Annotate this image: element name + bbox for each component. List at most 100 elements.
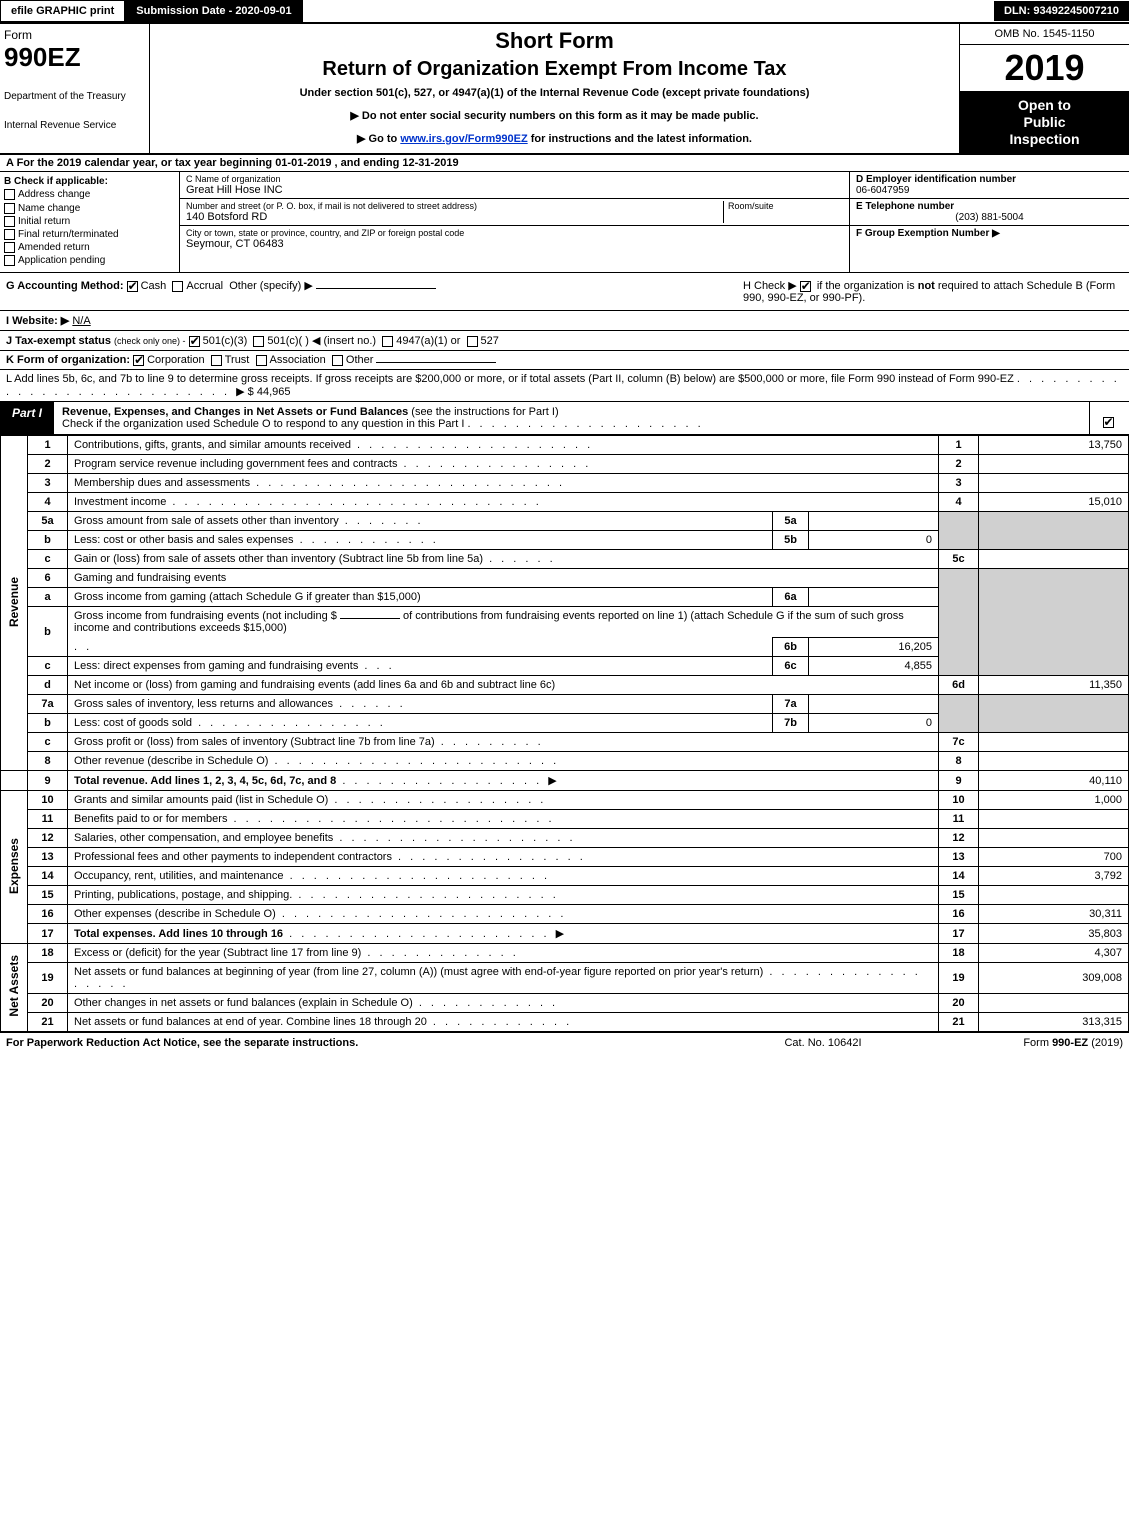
chk-accrual[interactable] [172,281,183,292]
section-h: H Check ▶ if the organization is not req… [743,279,1123,304]
line-6d-num: d [28,676,68,695]
line-10-num: 10 [28,791,68,810]
line-16-desc: Other expenses (describe in Schedule O) … [68,905,939,924]
line-5a-num: 5a [28,512,68,531]
inspection-line2: Public [1023,114,1065,130]
irs-label: Internal Revenue Service [4,120,145,131]
line-13-col: 13 [939,848,979,867]
line-3-col: 3 [939,474,979,493]
line-7b-num: b [28,714,68,733]
line-10-desc: Grants and similar amounts paid (list in… [68,791,939,810]
line-12-val [979,829,1129,848]
shade-6v [979,569,1129,676]
shade-7v [979,695,1129,733]
other-specify-input[interactable] [316,288,436,289]
netassets-side-label: Net Assets [1,944,28,1032]
part1-subtitle: Check if the organization used Schedule … [62,418,464,430]
line-17-col: 17 [939,924,979,944]
line-6a-subval [809,588,939,607]
chk-schedule-b[interactable] [800,281,811,292]
short-form-title: Short Form [158,28,951,54]
chk-527[interactable] [467,336,478,347]
opt-other: Other (specify) ▶ [229,280,313,292]
paperwork-notice: For Paperwork Reduction Act Notice, see … [6,1037,723,1049]
line-18-num: 18 [28,944,68,963]
tax-exempt-note: (check only one) - [114,336,186,346]
room-cell: Room/suite [723,201,843,223]
line-7c-col: 7c [939,733,979,752]
line-6d-col: 6d [939,676,979,695]
line-5b-sub: 5b [773,531,809,550]
line-11-val [979,810,1129,829]
opt-501c: 501(c)( ) ◀ (insert no.) [267,335,376,347]
phone-label: E Telephone number [856,201,1123,212]
chk-name-change[interactable]: Name change [4,203,175,214]
other-org-input[interactable] [376,362,496,363]
tax-year: 2019 [960,45,1129,91]
chk-4947[interactable] [382,336,393,347]
line-4-num: 4 [28,493,68,512]
line-13-num: 13 [28,848,68,867]
chk-address-change[interactable]: Address change [4,189,175,200]
line-1-desc: Contributions, gifts, grants, and simila… [68,436,939,455]
line-13-val: 700 [979,848,1129,867]
line-11-col: 11 [939,810,979,829]
line-12-num: 12 [28,829,68,848]
org-name: Great Hill Hose INC [186,184,843,196]
line-13-desc: Professional fees and other payments to … [68,848,939,867]
chk-amended-return[interactable]: Amended return [4,242,175,253]
line-5b-num: b [28,531,68,550]
form-header: Form 990EZ Department of the Treasury In… [0,24,1129,155]
line-9-desc: Total revenue. Add lines 1, 2, 3, 4, 5c,… [68,771,939,791]
line-9-val: 40,110 [979,771,1129,791]
chk-initial-return[interactable]: Initial return [4,216,175,227]
line-5a-desc: Gross amount from sale of assets other t… [68,512,773,531]
section-l-value: ▶ $ 44,965 [236,386,290,398]
city-value: Seymour, CT 06483 [186,238,843,250]
city-cell: City or town, state or province, country… [180,226,849,252]
street-cell: Number and street (or P. O. box, if mail… [180,199,849,226]
section-j: J Tax-exempt status (check only one) - 5… [0,331,1129,351]
instructions-note: ▶ Go to www.irs.gov/Form990EZ for instru… [158,132,951,145]
line-6-desc: Gaming and fundraising events [68,569,939,588]
line-15-val [979,886,1129,905]
line-14-desc: Occupancy, rent, utilities, and maintena… [68,867,939,886]
line-6b-amount-input[interactable] [340,618,400,619]
irs-link[interactable]: www.irs.gov/Form990EZ [400,133,527,145]
section-l: L Add lines 5b, 6c, and 7b to line 9 to … [0,370,1129,402]
line-2-num: 2 [28,455,68,474]
line-17-num: 17 [28,924,68,944]
page-footer: For Paperwork Reduction Act Notice, see … [0,1032,1129,1053]
ein-value: 06-6047959 [856,185,1123,196]
opt-association: Association [270,354,326,366]
line-7b-subval: 0 [809,714,939,733]
chk-schedule-o[interactable] [1103,417,1114,428]
chk-trust[interactable] [211,355,222,366]
note2-post: for instructions and the latest informat… [528,133,752,145]
chk-501c3[interactable] [189,336,200,347]
website-value: N/A [72,315,90,327]
line-16-val: 30,311 [979,905,1129,924]
chk-final-return[interactable]: Final return/terminated [4,229,175,240]
line-6c-sub: 6c [773,657,809,676]
chk-cash[interactable] [127,281,138,292]
shade-5 [939,512,979,550]
chk-501c[interactable] [253,336,264,347]
line-6b-desc-cont: . . [68,638,773,657]
chk-association[interactable] [256,355,267,366]
chk-application-pending[interactable]: Application pending [4,255,175,266]
street-value: 140 Botsford RD [186,211,723,223]
opt-other-org: Other [346,354,374,366]
efile-tab[interactable]: efile GRAPHIC print [0,0,125,22]
line-1-col: 1 [939,436,979,455]
phone-value: (203) 881-5004 [856,212,1123,223]
line-7a-num: 7a [28,695,68,714]
form-of-org-label: K Form of organization: [6,354,130,366]
opt-cash: Cash [141,280,167,292]
ssn-warning: ▶ Do not enter social security numbers o… [158,109,951,122]
inspection-badge: Open to Public Inspection [960,91,1129,153]
chk-other-org[interactable] [332,355,343,366]
chk-corporation[interactable] [133,355,144,366]
line-6b-sub: 6b [773,638,809,657]
section-l-text: L Add lines 5b, 6c, and 7b to line 9 to … [6,373,1014,385]
